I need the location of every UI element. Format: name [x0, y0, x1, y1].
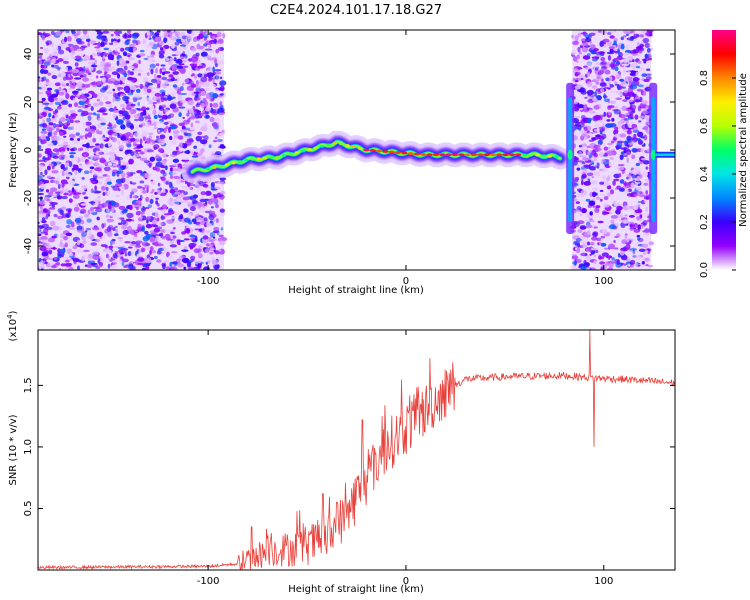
colorbar-label: Normalized spectral amplitude	[738, 73, 749, 227]
ridge	[181, 130, 572, 183]
snr-plot-area	[38, 330, 675, 570]
spectrogram-xlabel: Height of straight line (km)	[288, 285, 424, 296]
spectrogram-image	[38, 30, 675, 270]
colorbar-tick-label: 0.0	[699, 262, 710, 278]
spectrogram-ylabel: Frequency (Hz)	[8, 112, 19, 188]
snr-x-tick-label: 100	[594, 576, 613, 587]
snr-y-multiplier-base: (x10	[8, 319, 19, 342]
colorbar-gradient	[712, 30, 736, 270]
spectrogram-ticks: -100 0 100 -40 -20 0 20 40	[23, 30, 675, 287]
figure-title: C2E4.2024.101.17.18.G27	[270, 3, 442, 18]
snr-y-tick-label: 1.0	[23, 439, 34, 455]
colorbar-tick-label: 0.2	[699, 214, 710, 230]
noise-region-0	[38, 30, 228, 270]
spectrogram-panel: -100 0 100 -40 -20 0 20 40 Height of straight l…	[8, 29, 676, 296]
snr-x-tick-label: 0	[403, 576, 409, 587]
colorbar-tick-label: 0.6	[699, 118, 710, 134]
spectrogram-y-tick-label: -20	[23, 190, 34, 206]
snr-panel: -100 0 100 0.5 1.0 1.5 Height of straight lin…	[6, 310, 676, 595]
snr-xlabel: Height of straight line (km)	[288, 584, 424, 595]
spectrogram-y-tick-label: 0	[23, 147, 34, 153]
ridge-feature-1	[649, 82, 658, 234]
snr-y-tick-label: 1.5	[23, 377, 34, 393]
spectrogram-x-tick-label: 100	[594, 276, 613, 287]
snr-y-tick-label: 0.5	[23, 501, 34, 517]
noise-region-1	[569, 30, 654, 270]
snr-y-multiplier: (x104)	[6, 310, 19, 341]
snr-frame	[37, 329, 676, 571]
snr-ylabel: SNR (10 * v/v)	[8, 414, 19, 485]
spectrogram-y-tick-label: 40	[23, 48, 34, 61]
snr-y-multiplier-close: )	[8, 310, 19, 314]
snr-x-tick-label: -100	[197, 576, 220, 587]
spectrogram-y-tick-label: -40	[23, 238, 34, 254]
ridge-feature-0	[566, 82, 575, 234]
snr-series-line	[38, 330, 675, 570]
spectrogram-y-tick-label: 20	[23, 96, 34, 109]
colorbar-tick-label: 0.8	[699, 70, 710, 86]
colorbar: 0.0 0.2 0.4 0.6 0.8 Normalized spectral ampl…	[699, 30, 749, 278]
spectrogram-x-tick-label: 0	[403, 276, 409, 287]
colorbar-ticks: 0.0 0.2 0.4 0.6 0.8	[699, 70, 736, 278]
snr-ticks: -100 0 100 0.5 1.0 1.5	[23, 330, 675, 587]
snr-y-multiplier-exponent: 4	[6, 314, 14, 319]
colorbar-tick-label: 0.4	[699, 166, 710, 182]
spectrogram-x-tick-label: -100	[197, 276, 220, 287]
